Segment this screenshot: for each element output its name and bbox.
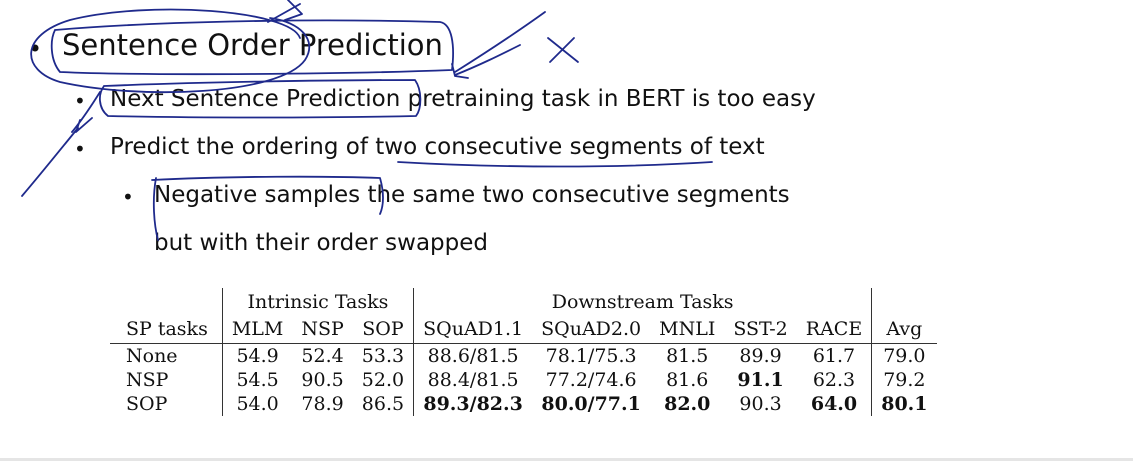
ink-x-mark bbox=[547, 37, 579, 63]
table-cell: 81.6 bbox=[666, 369, 709, 391]
row-label: NSP bbox=[110, 368, 223, 392]
column-header: MNLI bbox=[650, 315, 725, 344]
table-cell: 91.1 bbox=[737, 369, 784, 391]
table-cell: 53.3 bbox=[352, 343, 415, 368]
table-cell: 88.4/81.5 bbox=[427, 369, 519, 391]
ink-underline-segments bbox=[397, 161, 713, 168]
table-cell: 86.5 bbox=[352, 392, 415, 416]
table-body: None 54.9 52.4 53.3 88.6/81.5 78.1/75.3 81.5 89… bbox=[110, 343, 937, 416]
results-table: Intrinsic Tasks Downstream Tasks SP task… bbox=[110, 288, 937, 416]
sub-sub-bullet-continuation: but with their order swapped bbox=[154, 230, 488, 256]
table-cell: 62.3 bbox=[796, 368, 873, 392]
column-header: SOP bbox=[352, 315, 415, 344]
table-cell: 80.1 bbox=[881, 393, 928, 415]
sub-sub-bullet-negative: Negative samples the same two consecutiv… bbox=[154, 182, 790, 208]
row-label: None bbox=[110, 343, 223, 368]
table-cell: 79.2 bbox=[883, 369, 926, 391]
table-cell: 79.0 bbox=[883, 345, 926, 367]
ink-arrow-right bbox=[451, 11, 546, 79]
bullet-dot: • bbox=[74, 137, 86, 161]
table-cell: 78.1/75.3 bbox=[545, 345, 637, 367]
column-header: SP tasks bbox=[110, 315, 223, 344]
table-cell: 61.7 bbox=[796, 343, 873, 368]
column-header: SQuAD1.1 bbox=[413, 315, 533, 344]
column-header: MLM bbox=[222, 315, 293, 344]
table-cell: 90.5 bbox=[301, 369, 344, 391]
table-cell: 54.9 bbox=[236, 345, 279, 367]
column-header: NSP bbox=[292, 315, 353, 344]
table-cell: 81.5 bbox=[666, 345, 709, 367]
table-cell: 89.9 bbox=[739, 345, 782, 367]
table-cell: 82.0 bbox=[664, 393, 711, 415]
column-header: RACE bbox=[796, 315, 873, 344]
table-cell: 80.0/77.1 bbox=[541, 393, 641, 415]
table-row: None 54.9 52.4 53.3 88.6/81.5 78.1/75.3 81.5 89… bbox=[110, 343, 937, 368]
sub-bullet-predict: Predict the ordering of two consecutive … bbox=[110, 134, 765, 160]
row-label: SOP bbox=[110, 392, 223, 416]
ink-arrow-left bbox=[21, 91, 101, 197]
table-cell: 90.3 bbox=[739, 393, 782, 415]
table-cell: 52.0 bbox=[352, 368, 415, 392]
column-header: SST-2 bbox=[724, 315, 797, 344]
bullet-dot: • bbox=[122, 185, 134, 209]
table-cell: 88.6/81.5 bbox=[427, 345, 519, 367]
table-cell: 54.0 bbox=[236, 393, 279, 415]
table-row: SOP 54.0 78.9 86.5 89.3/82.3 80.0/77.1 82.0 90.… bbox=[110, 392, 937, 416]
table-row: NSP 54.5 90.5 52.0 88.4/81.5 77.2/74.6 81.6 91.… bbox=[110, 368, 937, 392]
column-header: Avg bbox=[871, 315, 937, 344]
slide-title-bullet: Sentence Order Prediction bbox=[62, 28, 443, 62]
bottom-rule bbox=[0, 458, 1133, 461]
bullet-dot: • bbox=[74, 89, 86, 113]
table-cell: 78.9 bbox=[301, 393, 344, 415]
sub-bullet-nsp: Next Sentence Prediction pretraining tas… bbox=[110, 86, 816, 112]
ink-arrow-top bbox=[267, 0, 303, 23]
column-header: SQuAD2.0 bbox=[532, 315, 651, 344]
table-cell: 77.2/74.6 bbox=[545, 369, 637, 391]
table-cell: 89.3/82.3 bbox=[423, 393, 523, 415]
table-cell: 52.4 bbox=[301, 345, 344, 367]
table-cell: 64.0 bbox=[796, 392, 873, 416]
group-header-downstream: Downstream Tasks bbox=[413, 288, 873, 315]
results-table-wrap: Intrinsic Tasks Downstream Tasks SP task… bbox=[110, 288, 937, 416]
bullet-dot: • bbox=[28, 35, 43, 63]
group-header-empty bbox=[872, 288, 937, 315]
table-cell: 54.5 bbox=[236, 369, 279, 391]
group-header-intrinsic: Intrinsic Tasks bbox=[222, 288, 415, 315]
table-corner bbox=[110, 288, 223, 315]
